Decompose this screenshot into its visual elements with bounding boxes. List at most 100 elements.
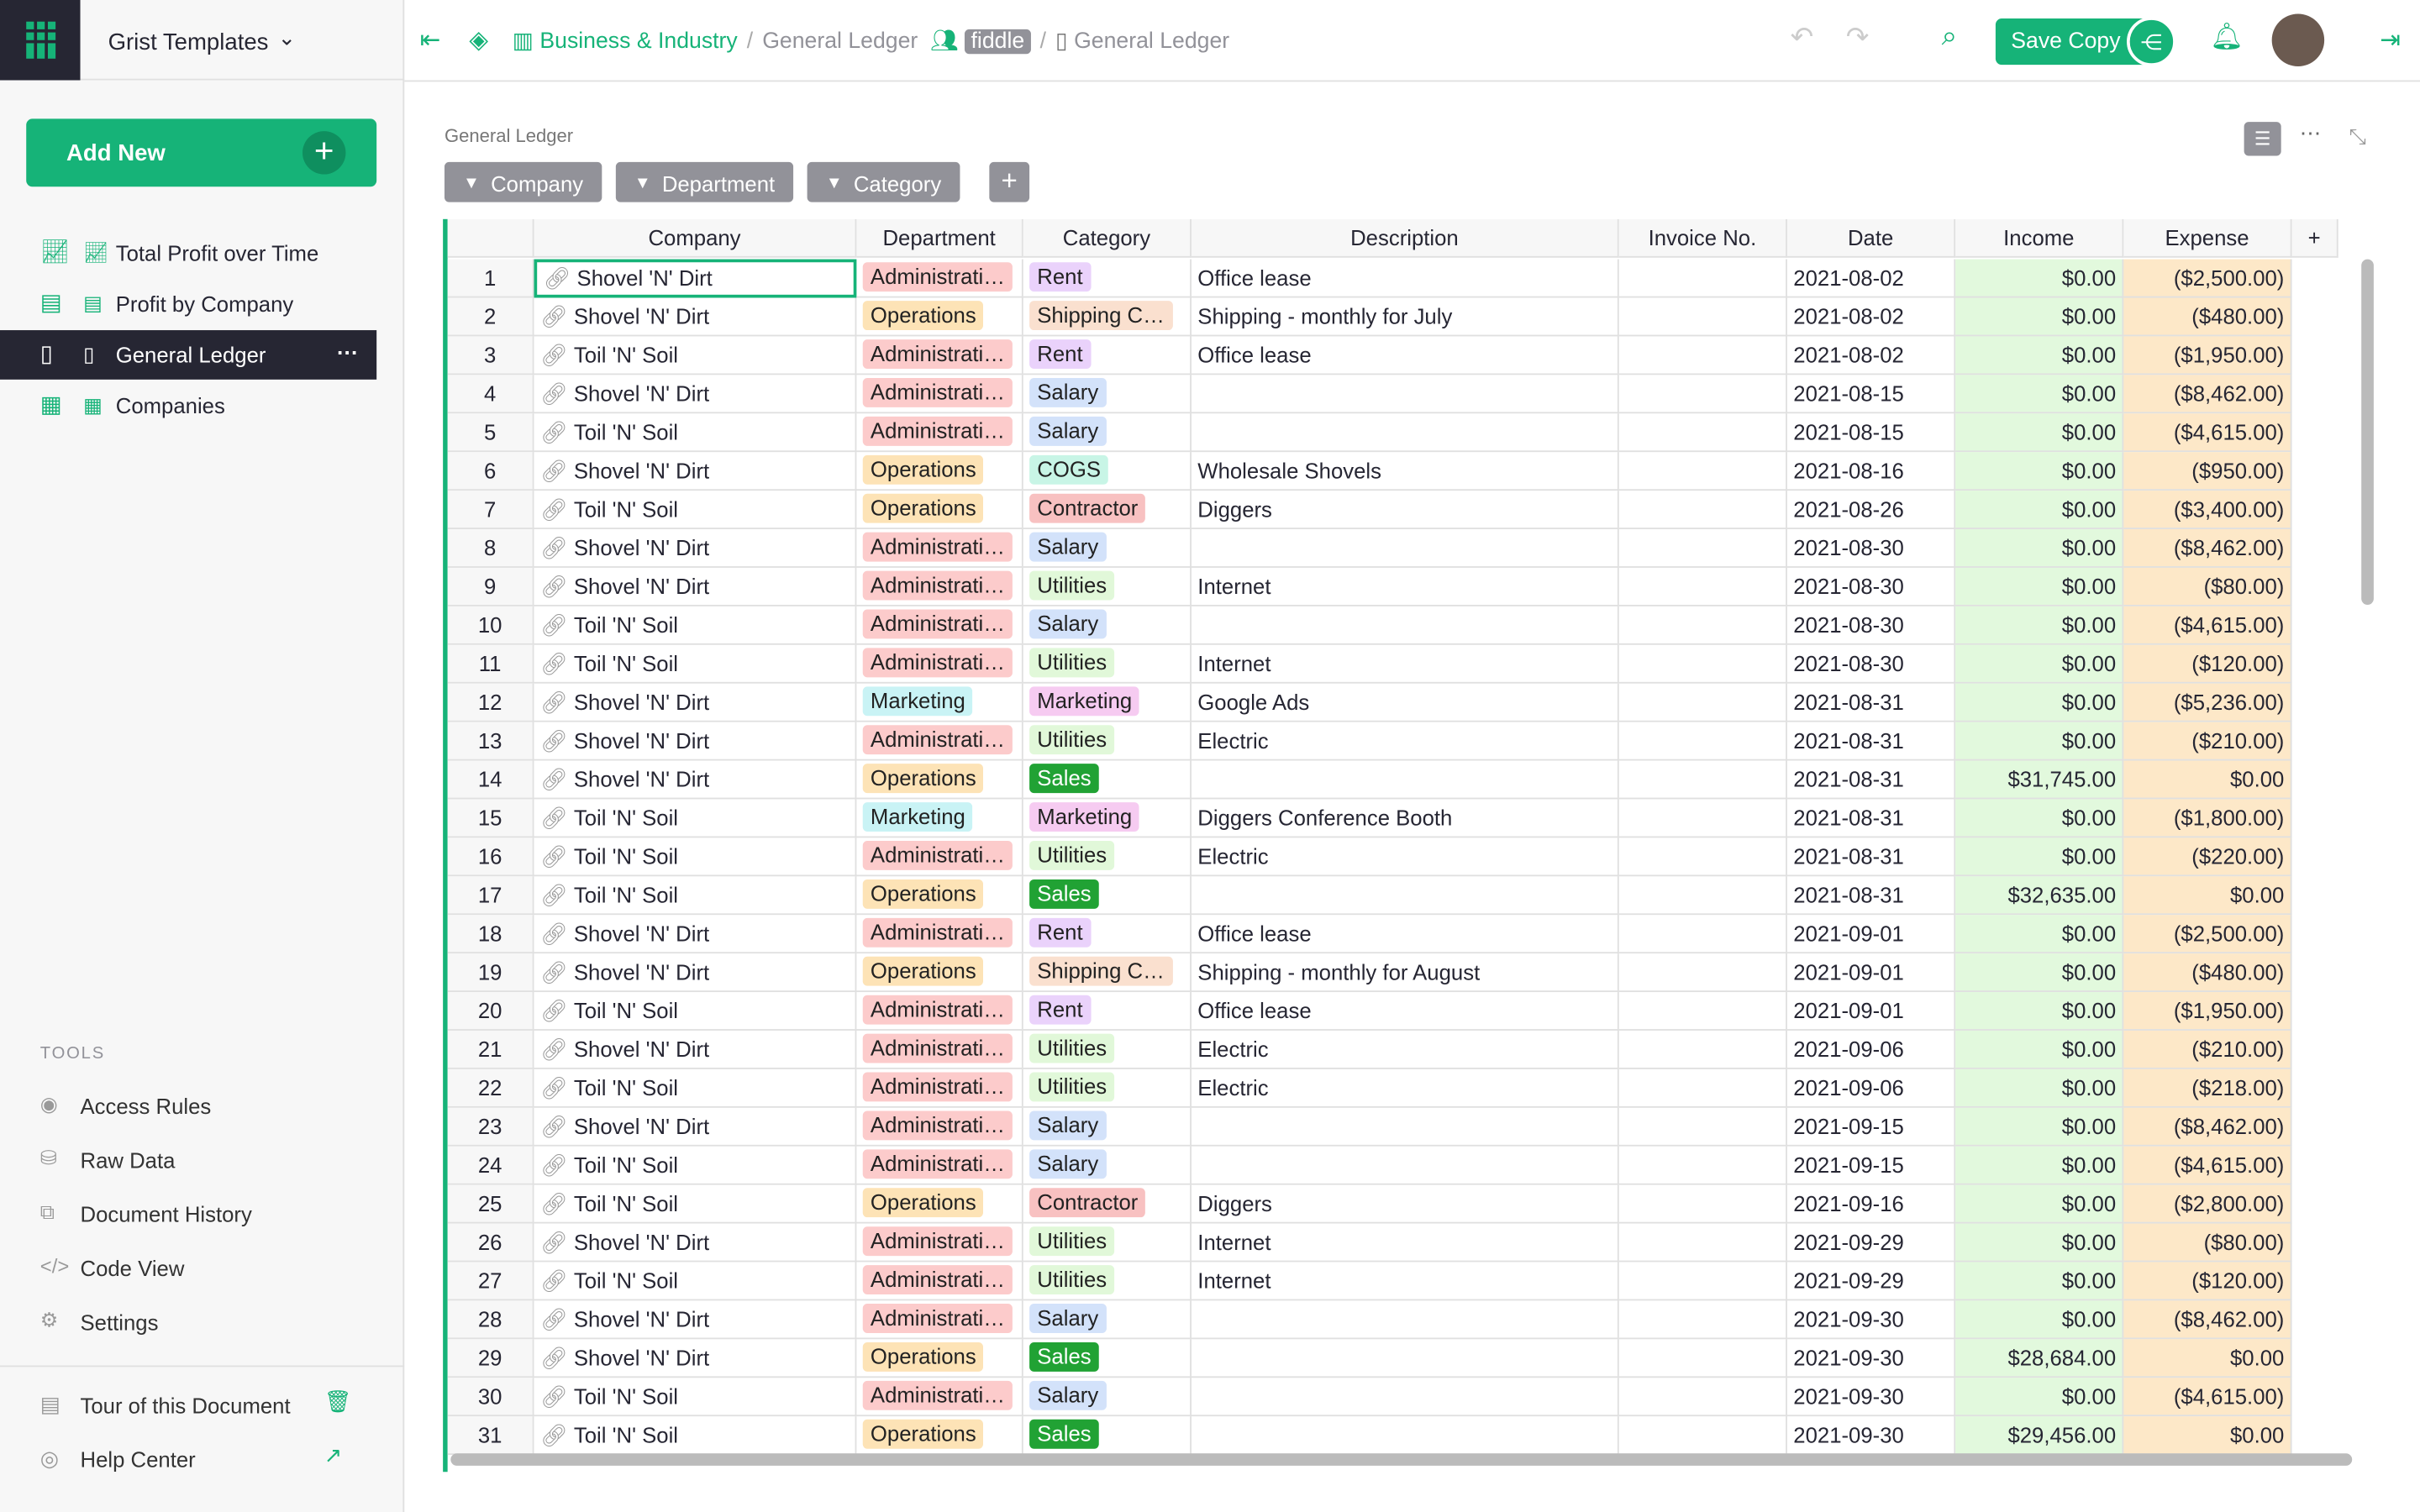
- cell[interactable]: 🔗︎ Toil 'N' Soil: [534, 491, 857, 530]
- cell[interactable]: 🔗︎ Toil 'N' Soil: [534, 1146, 857, 1185]
- cell[interactable]: $0.00: [1955, 1030, 2124, 1069]
- cell[interactable]: Marketing: [1023, 799, 1192, 838]
- cell[interactable]: $0.00: [1955, 683, 2124, 722]
- collapse-left[interactable]: ⇤: [419, 28, 441, 55]
- cell[interactable]: Administrati…: [856, 1262, 1023, 1301]
- cell[interactable]: [1191, 1378, 1619, 1417]
- cell[interactable]: [1618, 1339, 1787, 1378]
- tool-item[interactable]: Raw Data: [80, 1147, 176, 1173]
- cell[interactable]: ($4,615.00): [2123, 606, 2292, 645]
- cell[interactable]: Administrati…: [856, 259, 1023, 298]
- cell[interactable]: $0.00: [1955, 799, 2124, 838]
- save-copy-button[interactable]: Save Copy: [1995, 18, 2144, 66]
- footer-icon[interactable]: ▤: [39, 1391, 61, 1417]
- cell[interactable]: Utilities: [1023, 644, 1192, 684]
- cell[interactable]: 2021-08-30: [1786, 644, 1956, 684]
- page-item[interactable]: Profit by Company ▤ ▤: [0, 279, 376, 328]
- notifications[interactable]: 🔔︎: [2210, 21, 2244, 51]
- cell[interactable]: Utilities: [1023, 567, 1192, 606]
- cell[interactable]: [1618, 491, 1787, 530]
- cell[interactable]: [1618, 1416, 1787, 1456]
- cell[interactable]: 2021-08-31: [1786, 760, 1956, 800]
- add-column[interactable]: +: [2291, 218, 2338, 258]
- cell[interactable]: $31,745.00: [1955, 760, 2124, 800]
- cell[interactable]: $0.00: [1955, 644, 2124, 684]
- page-menu[interactable]: ⋯: [336, 339, 359, 365]
- cell[interactable]: $0.00: [1955, 529, 2124, 568]
- cell[interactable]: 2021-09-30: [1786, 1339, 1956, 1378]
- cell[interactable]: Administrati…: [856, 567, 1023, 606]
- cell[interactable]: 2021-09-16: [1786, 1184, 1956, 1224]
- cell[interactable]: [1618, 452, 1787, 491]
- cell[interactable]: Administrati…: [856, 1223, 1023, 1263]
- cell[interactable]: Office lease: [1191, 336, 1619, 375]
- column-header[interactable]: Expense: [2123, 218, 2292, 258]
- cell[interactable]: 🔗︎ Toil 'N' Soil: [534, 336, 857, 375]
- cell[interactable]: $0.00: [1955, 953, 2124, 993]
- cell[interactable]: Salary: [1023, 413, 1192, 453]
- cell[interactable]: 🔗︎ Shovel 'N' Dirt: [534, 683, 857, 722]
- cell[interactable]: [1618, 837, 1787, 877]
- cell[interactable]: Internet: [1191, 567, 1619, 606]
- cell[interactable]: Salary: [1023, 375, 1192, 414]
- tool-icon[interactable]: </>: [39, 1254, 70, 1278]
- cell[interactable]: Salary: [1023, 1146, 1192, 1185]
- cell[interactable]: 🔗︎ Toil 'N' Soil: [534, 837, 857, 877]
- cell[interactable]: 🔗︎ Shovel 'N' Dirt: [534, 375, 857, 414]
- filter-button[interactable]: Company ▼: [444, 161, 602, 202]
- breadcrumb-item[interactable]: fiddle: [965, 29, 1031, 54]
- cell[interactable]: [1191, 413, 1619, 453]
- cell[interactable]: $0.00: [1955, 992, 2124, 1031]
- cell[interactable]: [1191, 529, 1619, 568]
- avatar[interactable]: [2271, 13, 2325, 66]
- v-scrollbar[interactable]: [2361, 259, 2374, 606]
- cell[interactable]: Office lease: [1191, 992, 1619, 1031]
- breadcrumb-item[interactable]: General Ledger: [1074, 29, 1230, 55]
- cell[interactable]: Rent: [1023, 992, 1192, 1031]
- cell[interactable]: Operations: [856, 760, 1023, 800]
- cell[interactable]: [1618, 1223, 1787, 1263]
- cell[interactable]: $28,684.00: [1955, 1339, 2124, 1378]
- cell[interactable]: $0.00: [1955, 1068, 2124, 1108]
- cell[interactable]: 2021-09-15: [1786, 1107, 1956, 1147]
- cell[interactable]: $0.00: [1955, 413, 2124, 453]
- cell[interactable]: 2021-08-15: [1786, 413, 1956, 453]
- cell[interactable]: ($2,800.00): [2123, 1184, 2292, 1224]
- workspace-icon[interactable]: ◈: [469, 28, 488, 55]
- cell[interactable]: ($220.00): [2123, 837, 2292, 877]
- cell[interactable]: $0.00: [1955, 1223, 2124, 1263]
- cell[interactable]: Rent: [1023, 915, 1192, 954]
- cell[interactable]: $0.00: [1955, 1300, 2124, 1340]
- cell[interactable]: 2021-09-30: [1786, 1300, 1956, 1340]
- cell[interactable]: Diggers: [1191, 1184, 1619, 1224]
- cell[interactable]: [1191, 1339, 1619, 1378]
- cell[interactable]: [1618, 1030, 1787, 1069]
- cell[interactable]: $0.00: [1955, 722, 2124, 761]
- cell[interactable]: ($5,236.00): [2123, 683, 2292, 722]
- cell[interactable]: ($210.00): [2123, 722, 2292, 761]
- cell[interactable]: Utilities: [1023, 837, 1192, 877]
- org-name[interactable]: Grist Templates: [108, 29, 269, 56]
- cell[interactable]: Sales: [1023, 876, 1192, 916]
- cell[interactable]: 🔗︎ Toil 'N' Soil: [534, 876, 857, 916]
- cell[interactable]: ($3,400.00): [2123, 491, 2292, 530]
- cell[interactable]: [1618, 1378, 1787, 1417]
- cell[interactable]: [1618, 567, 1787, 606]
- cell[interactable]: Electric: [1191, 1068, 1619, 1108]
- cell[interactable]: 2021-08-31: [1786, 799, 1956, 838]
- cell[interactable]: Administrati…: [856, 1068, 1023, 1108]
- cell[interactable]: Internet: [1191, 644, 1619, 684]
- cell[interactable]: [1618, 1068, 1787, 1108]
- cell[interactable]: Operations: [856, 953, 1023, 993]
- cell[interactable]: Administrati…: [856, 915, 1023, 954]
- cell[interactable]: 🔗︎ Toil 'N' Soil: [534, 1262, 857, 1301]
- cell[interactable]: Administrati…: [856, 606, 1023, 645]
- cell[interactable]: Contractor: [1023, 1184, 1192, 1224]
- cell[interactable]: Administrati…: [856, 336, 1023, 375]
- cell[interactable]: [1618, 413, 1787, 453]
- cell[interactable]: $0.00: [2123, 760, 2292, 800]
- cell[interactable]: [1191, 876, 1619, 916]
- cell[interactable]: [1191, 1300, 1619, 1340]
- cell[interactable]: [1618, 760, 1787, 800]
- cell[interactable]: [1618, 606, 1787, 645]
